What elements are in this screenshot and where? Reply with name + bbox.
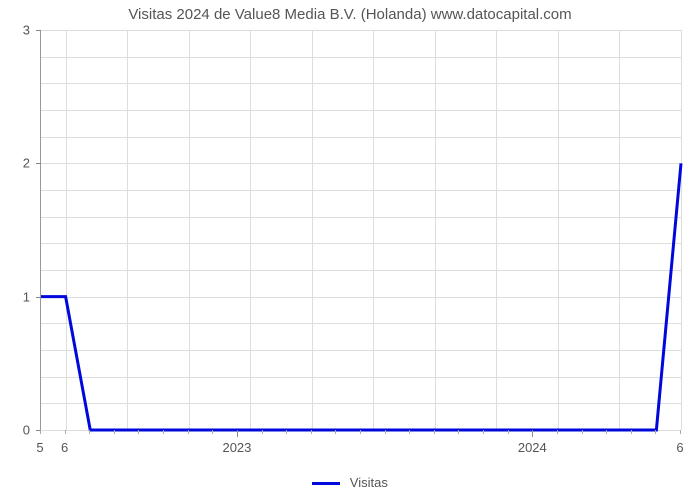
y-tick-label: 3 [0, 23, 30, 38]
y-tick-label: 1 [0, 289, 30, 304]
legend: Visitas [0, 475, 700, 490]
x-tick-label: 2024 [518, 440, 547, 455]
x-edge-label: 6 [61, 440, 68, 455]
x-tick-label: 2023 [222, 440, 251, 455]
chart-container: Visitas 2024 de Value8 Media B.V. (Holan… [0, 0, 700, 500]
x-edge-label: 6 [676, 440, 683, 455]
chart-title: Visitas 2024 de Value8 Media B.V. (Holan… [0, 6, 700, 23]
legend-swatch [312, 482, 340, 485]
legend-label: Visitas [350, 475, 388, 490]
x-axis: 20232024566 [40, 430, 680, 460]
y-tick-label: 2 [0, 156, 30, 171]
line-series [41, 30, 681, 430]
y-tick-label: 0 [0, 423, 30, 438]
x-edge-label: 5 [36, 440, 43, 455]
plot-area [40, 30, 681, 431]
